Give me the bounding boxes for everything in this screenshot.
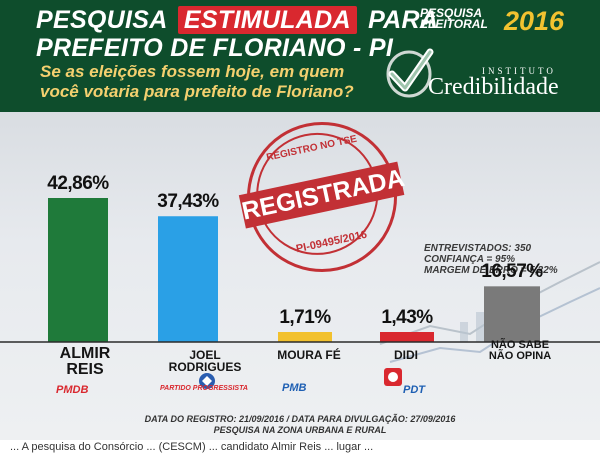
chart-area: ENTREVISTADOS: 350 CONFIANÇA = 95% MARGE… (0, 112, 600, 440)
value-label-almir-reis: 42,86% (47, 173, 109, 194)
candidate-name-line-1: DIDI (394, 348, 418, 362)
logo-name: Credibilidade (428, 74, 559, 100)
value-label-joel-rodrigues: 37,43% (157, 191, 219, 213)
pp-logo: PARTIDO PROGRESSISTA (160, 385, 248, 392)
bar-nao-sabe (484, 286, 540, 342)
candidate-name-line-1: JOEL (189, 348, 221, 362)
candidate-name-line-1: NÃO SABE (490, 339, 550, 351)
headline-highlight: ESTIMULADA (177, 6, 357, 34)
pmb-logo: PMB (282, 382, 307, 394)
poll-poster: PESQUISA ESTIMULADA PARA PREFEITO DE FLO… (0, 0, 600, 440)
pmdb-logo: PMDB (56, 384, 89, 396)
stats-confidence: CONFIANÇA = 95% (424, 254, 516, 265)
candidate-name-line-2: NÃO OPINA (488, 350, 552, 362)
candidate-name-didi: DIDI (366, 349, 446, 361)
headline-word-pesquisa: PESQUISA (36, 6, 167, 34)
footer-zone: PESQUISA NA ZONA URBANA E RURAL (213, 425, 387, 435)
footer-dates: DATA DO REGISTRO: 21/09/2016 / DATA PARA… (144, 414, 456, 424)
candidate-name-nao-sabe: NÃO SABE NÃO OPINA (470, 340, 570, 362)
candidate-name-line-1: ALMIR (59, 345, 111, 362)
bar-joel-rodrigues (158, 216, 218, 342)
registration-stamp: REGISTRO NO TSE REGISTRADA PI-09495/2016 (233, 108, 411, 286)
logo-badge-line-2: ELEITORAL (420, 17, 488, 31)
stats-margin: MARGEM DE ERRO = 5,22% (424, 265, 558, 276)
bar-almir-reis (48, 198, 108, 342)
headline-line-2: PREFEITO DE FLORIANO - PI (36, 34, 394, 62)
stats-box: ENTREVISTADOS: 350 CONFIANÇA = 95% MARGE… (424, 243, 558, 276)
bar-didi (380, 332, 434, 342)
headline-line-1: PESQUISA ESTIMULADA PARA (36, 6, 438, 35)
bar-chart (0, 198, 600, 363)
candidate-name-almir-reis: ALMIR REIS (40, 346, 130, 378)
logo-year: 2016 (504, 6, 565, 36)
value-label-moura-fe: 1,71% (279, 307, 331, 328)
pp-symbol-icon (199, 373, 215, 389)
article-caption: ... A pesquisa do Consórcio ... (CESCM) … (0, 441, 600, 457)
logo-badge-line-1: PESQUISA (420, 6, 483, 20)
bars-group (48, 198, 540, 342)
headline-word-para: PARA (368, 6, 439, 34)
header-banner: PESQUISA ESTIMULADA PARA PREFEITO DE FLO… (0, 0, 600, 112)
pdt-symbol-icon (384, 368, 402, 386)
candidate-name-line-1: MOURA FÉ (277, 348, 341, 362)
question-line-2: você votaria para prefeito de Floriano? (40, 82, 354, 101)
candidate-name-line-2: REIS (66, 361, 104, 378)
candidate-name-joel-rodrigues: JOEL RODRIGUES (150, 349, 260, 373)
check-logo-icon (386, 48, 434, 98)
logo-institute: INSTITUTO (482, 66, 556, 76)
candidate-name-line-2: RODRIGUES (168, 360, 242, 374)
bar-moura-fe (278, 332, 332, 342)
candidate-name-moura-fe: MOURA FÉ (264, 349, 354, 361)
pdt-logo: PDT (403, 384, 425, 396)
question-line-1: Se as eleições fossem hoje, em quem (40, 62, 345, 81)
value-label-didi: 1,43% (381, 307, 433, 328)
logo-badge: PESQUISA ELEITORAL (420, 6, 488, 31)
value-label-nao-sabe: 16,57% (481, 261, 543, 283)
stats-respondents: ENTREVISTADOS: 350 (424, 243, 532, 254)
